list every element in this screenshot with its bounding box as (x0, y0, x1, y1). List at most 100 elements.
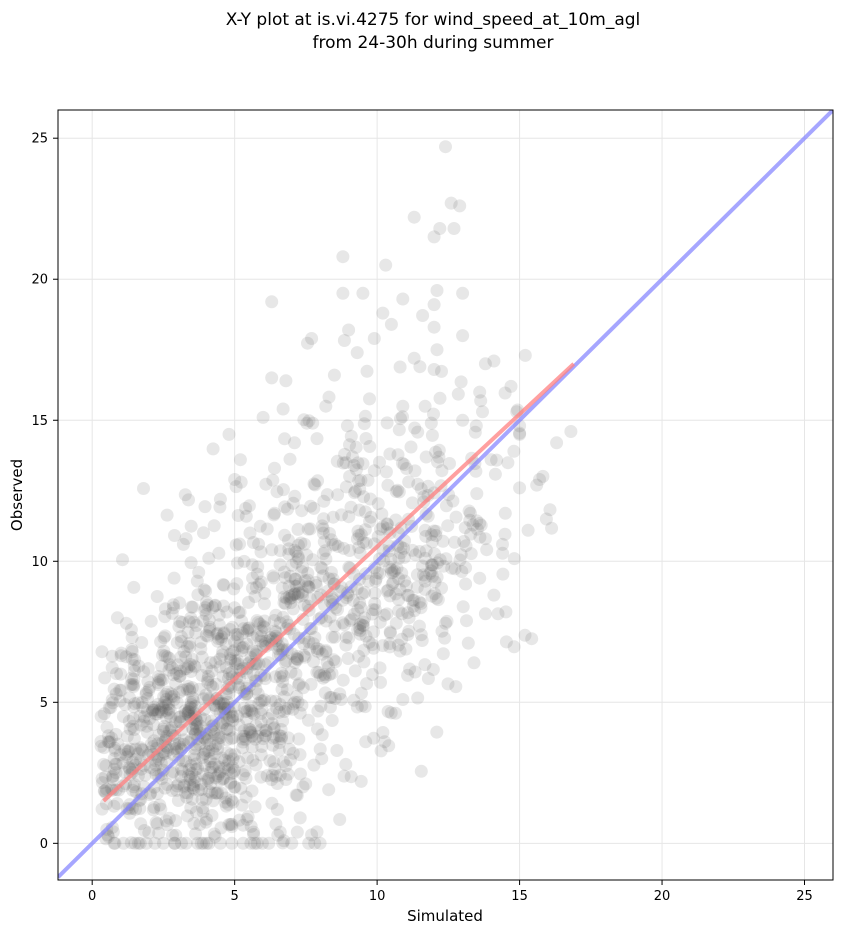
scatter-point (254, 545, 268, 559)
scatter-point (248, 836, 262, 850)
scatter-point (194, 836, 208, 850)
scatter-point (179, 754, 193, 768)
scatter-point (185, 792, 199, 806)
scatter-point (367, 625, 381, 639)
scatter-point (185, 600, 198, 614)
scatter-point (392, 551, 406, 565)
scatter-point (276, 483, 290, 497)
scatter-point (346, 450, 359, 464)
scatter-point (223, 711, 236, 725)
scatter-point (239, 732, 252, 746)
scatter-point (224, 748, 238, 762)
scatter-point (459, 539, 473, 553)
scatter-point (205, 664, 219, 678)
scatter-point (337, 334, 351, 347)
scatter-point (139, 836, 153, 850)
scatter-point (192, 783, 206, 797)
scatter-point (244, 819, 258, 833)
scatter-point (266, 731, 280, 745)
scatter-point (255, 624, 269, 638)
scatter-point (350, 532, 364, 546)
scatter-point (356, 615, 370, 629)
y-tick-label: 0 (40, 837, 48, 852)
scatter-point (225, 665, 239, 679)
scatter-point (203, 754, 217, 768)
reference-lines (58, 110, 833, 879)
scatter-point (284, 591, 298, 605)
scatter-point (307, 477, 321, 491)
scatter-point (126, 712, 140, 726)
scatter-point (322, 572, 336, 586)
scatter-point (192, 565, 206, 579)
scatter-point (208, 598, 222, 612)
scatter-point (213, 836, 227, 850)
scatter-point (351, 524, 365, 538)
scatter-point (363, 515, 377, 528)
scatter-point (446, 494, 460, 508)
scatter-point (158, 610, 172, 624)
scatter-point (177, 645, 191, 658)
scatter-point (163, 658, 177, 672)
scatter-point (154, 802, 168, 816)
scatter-point (95, 802, 109, 816)
scatter-point (283, 753, 297, 767)
scatter-point (301, 522, 315, 536)
scatter-point (383, 626, 397, 640)
scatter-point (104, 701, 118, 714)
scatter-point (253, 617, 267, 631)
scatter-point (224, 653, 238, 667)
scatter-point (143, 712, 157, 726)
scatter-point (217, 626, 231, 640)
scatter-point (133, 802, 147, 815)
scatter-point (350, 700, 364, 714)
scatter-point (134, 817, 148, 831)
scatter-point (148, 703, 162, 717)
scatter-point (135, 696, 149, 709)
scatter-point (344, 429, 358, 443)
scatter-point (247, 707, 261, 721)
scatter-point (354, 600, 368, 614)
scatter-point (272, 743, 286, 757)
scatter-point (402, 475, 416, 489)
scatter-point (129, 752, 143, 766)
scatter-point (230, 709, 244, 723)
scatter-point (383, 637, 397, 650)
scatter-point (343, 544, 357, 557)
scatter-point (284, 665, 298, 679)
scatter-point (242, 621, 256, 635)
y-tick-label: 10 (31, 555, 48, 570)
scatter-point (425, 589, 439, 603)
scatter-point (160, 818, 174, 832)
scatter-point (362, 574, 376, 588)
scatter-point (467, 656, 481, 670)
scatter-point (235, 644, 249, 658)
scatter-point (131, 836, 145, 850)
scatter-point (228, 628, 242, 642)
scatter-point (240, 637, 254, 651)
scatter-point (427, 230, 441, 244)
scatter-point (474, 518, 488, 532)
scatter-point (99, 770, 112, 784)
scatter-point (288, 579, 302, 593)
scatter-point (295, 698, 309, 712)
scatter-point (154, 673, 168, 687)
scatter-point (366, 603, 380, 617)
scatter-point (396, 693, 410, 706)
scatter-point (210, 627, 224, 641)
scatter-point (490, 453, 504, 467)
scatter-point (200, 812, 214, 826)
scatter-point (325, 630, 339, 644)
scatter-point (258, 586, 272, 600)
scatter-point (183, 636, 196, 650)
scatter-point (211, 786, 225, 800)
scatter-point (496, 567, 510, 581)
scatter-point (363, 440, 377, 453)
scatter-point (206, 601, 220, 614)
scatter-point (269, 769, 283, 783)
scatter-point (216, 697, 230, 711)
scatter-point (425, 558, 439, 572)
scatter-point (98, 784, 112, 798)
scatter-point (376, 520, 390, 534)
scatter-point (287, 587, 301, 601)
scatter-point (358, 505, 372, 519)
